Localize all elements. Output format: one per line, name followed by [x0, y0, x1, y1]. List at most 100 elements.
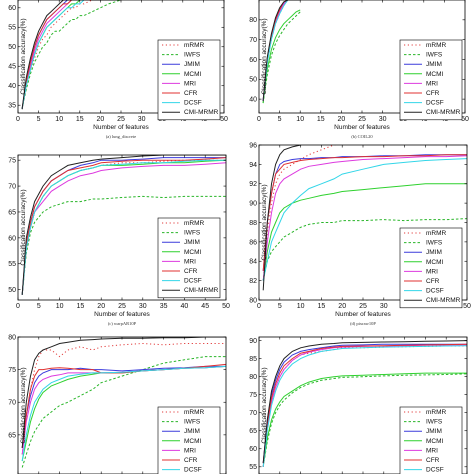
legend-label: CMI-MRMR [184, 287, 219, 294]
series-line-iwfs [21, 356, 226, 468]
legend-frame [399, 39, 463, 121]
y-tick-label: 55 [8, 25, 16, 32]
x-tick-label: 30 [380, 303, 388, 310]
x-tick-label: 50 [222, 303, 230, 310]
legend-label: JMIM [426, 428, 442, 435]
chart-panel-5: 65 70 75 80 Classification accuracy(%) mRMR IW… [8, 334, 227, 474]
y-axis-label: Classification accuracy(%) [261, 184, 268, 260]
series-line-iwfs [21, 0, 122, 110]
series-line-iwfs [262, 11, 301, 104]
legend-label: IWFS [184, 419, 201, 426]
x-axis-label: Number of features [94, 311, 150, 318]
legend-label: MRI [184, 447, 196, 454]
series-line-cfr [21, 157, 226, 295]
legend-label: CFR [184, 268, 198, 275]
legend-frame [157, 217, 221, 299]
x-tick-label: 30 [139, 303, 147, 310]
legend-label: DCSF [184, 278, 202, 285]
x-tick-label: 20 [338, 303, 346, 310]
x-tick-label: 25 [118, 303, 126, 310]
y-tick-label: 60 [8, 235, 16, 242]
panel-caption: (d) pixraw10P [350, 321, 376, 326]
series-line-mcmi [21, 0, 121, 110]
legend-label: IWFS [426, 240, 443, 247]
y-tick-label: 55 [249, 464, 257, 471]
legend-label: CFR [426, 90, 440, 97]
legend-label: mRMR [184, 220, 205, 227]
x-tick-label: 20 [338, 116, 346, 123]
legend-label: CMI-MRMR [426, 297, 461, 304]
legend-label: DCSF [426, 467, 444, 474]
legend-label: MRI [426, 268, 438, 275]
x-tick-label: 10 [296, 116, 304, 123]
y-tick-label: 65 [8, 209, 16, 216]
series-group [262, 0, 301, 104]
x-tick-label: 0 [257, 303, 261, 310]
series-line-mri [21, 0, 121, 110]
legend-label: MCMI [184, 438, 202, 445]
y-tick-label: 60 [249, 446, 257, 453]
legend-label: JMIM [426, 61, 442, 68]
x-tick-label: 40 [181, 303, 189, 310]
series-line-cmi-mrmr [21, 337, 226, 448]
x-tick-label: 50 [461, 116, 469, 123]
legend-label: mRMR [426, 409, 447, 416]
x-tick-label: 5 [37, 116, 41, 123]
y-tick-label: 75 [8, 367, 16, 374]
legend-label: CFR [184, 457, 198, 464]
y-tick-label: 40 [249, 97, 257, 104]
series-line-cmi-mrmr [21, 155, 226, 295]
legend-label: CMI-MRMR [426, 109, 461, 116]
series-line-mcmi [262, 9, 301, 104]
x-tick-label: 5 [278, 116, 282, 123]
series-group [262, 145, 467, 291]
x-tick-label: 10 [297, 303, 305, 310]
legend-label: DCSF [426, 100, 444, 107]
chart-panel-2: 051015202530354045504050607080Number of … [249, 0, 469, 139]
legend-label: MRI [426, 447, 438, 454]
x-axis-label: Number of features [335, 311, 391, 318]
x-tick-label: 0 [16, 116, 20, 123]
x-tick-label: 20 [97, 303, 105, 310]
legend-label: MRI [426, 80, 438, 87]
y-tick-label: 40 [8, 83, 16, 90]
y-tick-label: 90 [249, 201, 257, 208]
x-tick-label: 30 [138, 116, 146, 123]
legend-label: IWFS [184, 52, 201, 59]
y-tick-label: 55 [8, 261, 16, 268]
legend-label: CMI-MRMR [184, 109, 219, 116]
y-tick-label: 60 [8, 5, 16, 12]
x-tick-label: 10 [55, 116, 63, 123]
series-line-cmi-mrmr [21, 0, 121, 110]
y-tick-label: 92 [249, 181, 257, 188]
legend-label: JMIM [184, 428, 200, 435]
legend-label: MRI [184, 258, 196, 265]
legend-frame [157, 39, 221, 121]
y-tick-label: 50 [249, 77, 257, 84]
legend-label: MCMI [426, 71, 444, 78]
legend-label: IWFS [184, 230, 201, 237]
chart-panel-3: 0 5 10 15 20 25 30 35 40 45 50 50 55 60 65 70 75 Number o… [8, 154, 230, 326]
series-line-cmi-mrmr [262, 340, 467, 464]
x-tick-label: 45 [201, 303, 209, 310]
x-tick-label: 30 [379, 116, 387, 123]
y-tick-label: 65 [249, 428, 257, 435]
panel-caption: (b) COIL20 [351, 134, 373, 139]
x-tick-label: 35 [160, 303, 168, 310]
series-line-cfr [262, 343, 467, 464]
legend-label: MRI [184, 80, 196, 87]
x-tick-label: 15 [76, 116, 84, 123]
y-tick-label: 80 [249, 297, 257, 304]
y-tick-label: 70 [8, 400, 16, 407]
y-axis-label: Classification accuracy(%) [20, 367, 27, 443]
chart-panel-6: 55 60 65 70 75 80 85 90 Classification accuracy(… [249, 336, 468, 474]
x-tick-label: 25 [359, 303, 367, 310]
x-tick-label: 20 [97, 116, 105, 123]
y-tick-label: 82 [249, 278, 257, 285]
x-tick-label: 0 [257, 116, 261, 123]
